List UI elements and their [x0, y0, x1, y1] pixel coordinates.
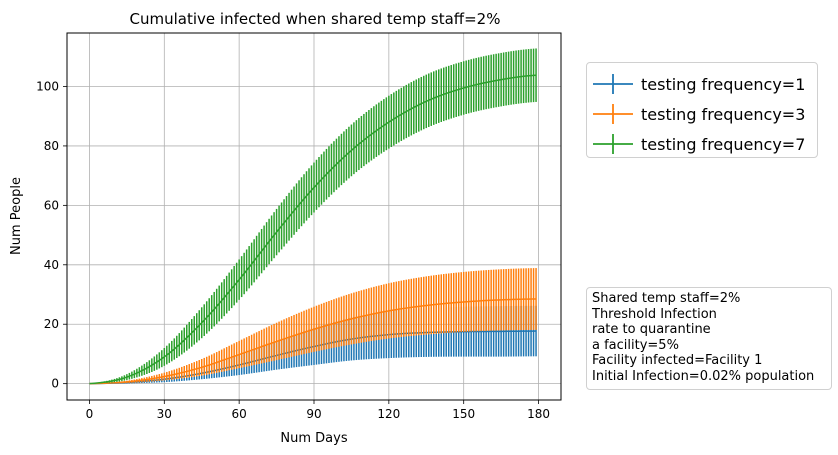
legend-label: testing frequency=1 [641, 74, 806, 94]
annotation-line: Initial Infection=0.02% population [592, 368, 815, 384]
y-tick-label: 60 [44, 198, 59, 212]
series-line [89, 74, 537, 385]
annotation-box: Shared temp staff=2% Threshold Infection… [586, 287, 832, 390]
annotation-line: Facility infected=Facility 1 [592, 353, 763, 369]
x-axis-ticks: 0 30 60 90 120 150 180 [86, 400, 550, 421]
y-tick-label: 40 [44, 258, 59, 272]
legend-swatch [593, 74, 633, 94]
series-3 [89, 48, 537, 385]
legend-item: testing frequency=7 [593, 129, 811, 159]
y-tick-label: 20 [44, 317, 59, 331]
x-axis-label: Num Days [280, 431, 347, 446]
y-axis-ticks: 0 20 40 60 80 100 [36, 79, 67, 391]
x-tick-label: 180 [527, 407, 550, 421]
y-axis-label: Num People [9, 177, 24, 255]
y-tick-label: 80 [44, 139, 59, 153]
chart-title: Cumulative infected when shared temp sta… [130, 10, 501, 28]
legend-swatch [593, 104, 633, 124]
x-tick-label: 120 [377, 407, 400, 421]
annotation-line: a facility=5% [592, 337, 679, 353]
annotation-line: Shared temp staff=2% [592, 291, 741, 306]
y-tick-label: 0 [51, 377, 59, 391]
legend-item: testing frequency=3 [593, 99, 811, 129]
y-tick-label: 100 [36, 79, 59, 93]
annotation-line: rate to quarantine [592, 322, 711, 338]
plot-frame [66, 32, 562, 401]
series-2 [89, 268, 537, 385]
x-tick-label: 150 [452, 407, 475, 421]
legend-swatch [593, 134, 633, 154]
legend: testing frequency=1 testing frequency=3 te… [586, 62, 818, 158]
x-tick-label: 30 [157, 407, 172, 421]
series-layer [89, 48, 537, 385]
x-tick-label: 60 [232, 407, 247, 421]
legend-label: testing frequency=3 [641, 104, 806, 124]
x-tick-label: 90 [306, 407, 321, 421]
legend-item: testing frequency=1 [593, 69, 811, 99]
x-tick-label: 0 [86, 407, 94, 421]
annotation-line: Threshold Infection [592, 306, 717, 322]
series-line [89, 298, 537, 385]
legend-label: testing frequency=7 [641, 134, 806, 154]
